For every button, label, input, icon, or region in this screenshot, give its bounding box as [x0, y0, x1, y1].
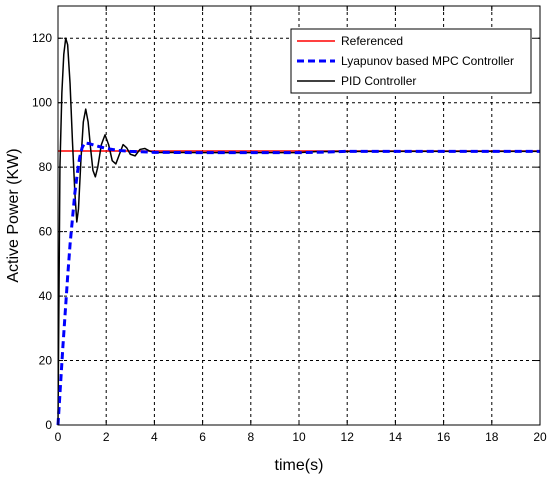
- y-tick-label: 40: [39, 289, 53, 303]
- x-tick-label: 2: [103, 430, 110, 444]
- x-tick-label: 10: [292, 430, 306, 444]
- x-tick-label: 0: [55, 430, 62, 444]
- y-axis-ticks: 0 20 40 60 80 100 120: [32, 31, 540, 432]
- y-axis-label: Active Power (KW): [5, 148, 22, 282]
- legend: Referenced Lyapunov based MPC Controller P…: [290, 28, 532, 94]
- series-layer: [56, 37, 540, 426]
- x-tick-label: 12: [341, 430, 355, 444]
- x-axis-ticks: 0 2 4 6 8 10 12 14 16 18 20: [55, 6, 547, 444]
- y-tick-label: 60: [39, 225, 53, 239]
- x-tick-label: 6: [199, 430, 206, 444]
- y-tick-label: 20: [39, 354, 53, 368]
- legend-label-0: Referenced: [341, 34, 403, 48]
- y-tick-label: 100: [32, 96, 52, 110]
- x-tick-label: 18: [485, 430, 499, 444]
- series-line-1: [56, 141, 540, 426]
- x-tick-label: 14: [389, 430, 403, 444]
- x-axis-label: time(s): [275, 457, 324, 474]
- legend-label-2: PID Controller: [341, 74, 416, 88]
- y-tick-label: 120: [32, 31, 52, 45]
- y-tick-label: 0: [45, 418, 52, 432]
- legend-label-1: Lyapunov based MPC Controller: [341, 54, 514, 68]
- y-tick-label: 80: [39, 160, 53, 174]
- x-tick-label: 20: [533, 430, 547, 444]
- x-tick-label: 4: [151, 430, 158, 444]
- x-tick-label: 8: [247, 430, 254, 444]
- x-tick-label: 16: [437, 430, 451, 444]
